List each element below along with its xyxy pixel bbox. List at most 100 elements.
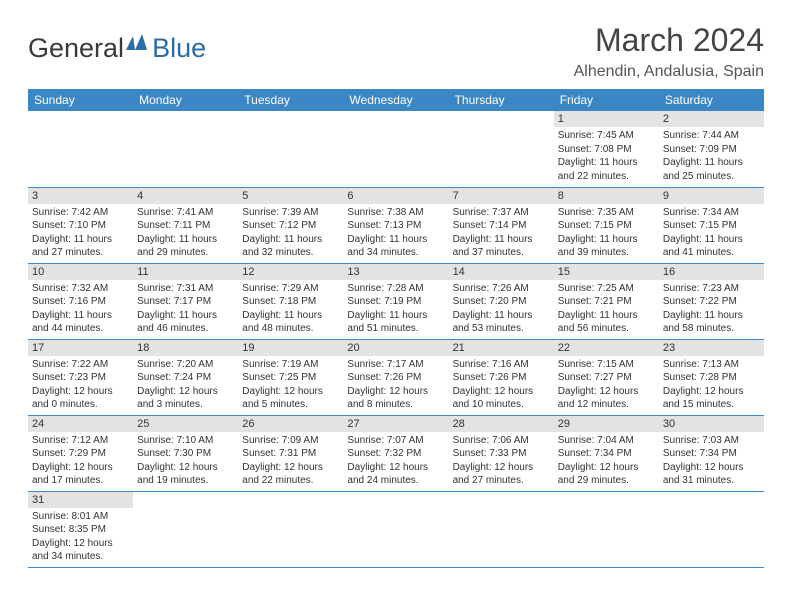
d1-line: Daylight: 11 hours bbox=[453, 309, 550, 323]
day-number: 21 bbox=[449, 340, 554, 356]
day-cell bbox=[554, 491, 659, 567]
day-details: Sunrise: 7:16 AMSunset: 7:26 PMDaylight:… bbox=[449, 356, 554, 414]
day-cell bbox=[238, 111, 343, 187]
d2-line: and 34 minutes. bbox=[32, 550, 129, 564]
day-number: 14 bbox=[449, 264, 554, 280]
day-cell: 22Sunrise: 7:15 AMSunset: 7:27 PMDayligh… bbox=[554, 339, 659, 415]
d2-line: and 53 minutes. bbox=[453, 322, 550, 336]
sunrise-line: Sunrise: 7:09 AM bbox=[242, 434, 339, 448]
d2-line: and 44 minutes. bbox=[32, 322, 129, 336]
sunset-line: Sunset: 7:26 PM bbox=[347, 371, 444, 385]
day-number bbox=[343, 492, 448, 508]
d2-line: and 3 minutes. bbox=[137, 398, 234, 412]
sunset-line: Sunset: 7:29 PM bbox=[32, 447, 129, 461]
d2-line: and 46 minutes. bbox=[137, 322, 234, 336]
sunrise-line: Sunrise: 7:37 AM bbox=[453, 206, 550, 220]
sunrise-line: Sunrise: 7:39 AM bbox=[242, 206, 339, 220]
day-details: Sunrise: 7:35 AMSunset: 7:15 PMDaylight:… bbox=[554, 204, 659, 262]
day-cell: 20Sunrise: 7:17 AMSunset: 7:26 PMDayligh… bbox=[343, 339, 448, 415]
sunrise-line: Sunrise: 7:41 AM bbox=[137, 206, 234, 220]
sunrise-line: Sunrise: 7:03 AM bbox=[663, 434, 760, 448]
d1-line: Daylight: 12 hours bbox=[453, 385, 550, 399]
d1-line: Daylight: 11 hours bbox=[347, 233, 444, 247]
d2-line: and 24 minutes. bbox=[347, 474, 444, 488]
d1-line: Daylight: 12 hours bbox=[347, 385, 444, 399]
title-block: March 2024 Alhendin, Andalusia, Spain bbox=[574, 22, 764, 81]
weekday-header: Tuesday bbox=[238, 89, 343, 111]
d1-line: Daylight: 12 hours bbox=[453, 461, 550, 475]
day-number bbox=[449, 111, 554, 127]
sunset-line: Sunset: 7:25 PM bbox=[242, 371, 339, 385]
sunset-line: Sunset: 7:21 PM bbox=[558, 295, 655, 309]
d1-line: Daylight: 12 hours bbox=[242, 461, 339, 475]
day-cell: 6Sunrise: 7:38 AMSunset: 7:13 PMDaylight… bbox=[343, 187, 448, 263]
d1-line: Daylight: 12 hours bbox=[558, 461, 655, 475]
day-number: 12 bbox=[238, 264, 343, 280]
day-number: 18 bbox=[133, 340, 238, 356]
day-details: Sunrise: 7:19 AMSunset: 7:25 PMDaylight:… bbox=[238, 356, 343, 414]
day-cell: 27Sunrise: 7:07 AMSunset: 7:32 PMDayligh… bbox=[343, 415, 448, 491]
d2-line: and 22 minutes. bbox=[558, 170, 655, 184]
day-details: Sunrise: 8:01 AMSunset: 8:35 PMDaylight:… bbox=[28, 508, 133, 566]
d1-line: Daylight: 12 hours bbox=[137, 461, 234, 475]
week-row: 3Sunrise: 7:42 AMSunset: 7:10 PMDaylight… bbox=[28, 187, 764, 263]
day-details: Sunrise: 7:26 AMSunset: 7:20 PMDaylight:… bbox=[449, 280, 554, 338]
d1-line: Daylight: 11 hours bbox=[137, 309, 234, 323]
sunset-line: Sunset: 7:08 PM bbox=[558, 143, 655, 157]
sunrise-line: Sunrise: 7:28 AM bbox=[347, 282, 444, 296]
day-cell: 25Sunrise: 7:10 AMSunset: 7:30 PMDayligh… bbox=[133, 415, 238, 491]
day-number: 17 bbox=[28, 340, 133, 356]
sunset-line: Sunset: 7:15 PM bbox=[558, 219, 655, 233]
d2-line: and 32 minutes. bbox=[242, 246, 339, 260]
day-details: Sunrise: 7:28 AMSunset: 7:19 PMDaylight:… bbox=[343, 280, 448, 338]
sunrise-line: Sunrise: 7:12 AM bbox=[32, 434, 129, 448]
d2-line: and 8 minutes. bbox=[347, 398, 444, 412]
day-number: 7 bbox=[449, 188, 554, 204]
weekday-header: Monday bbox=[133, 89, 238, 111]
sunrise-line: Sunrise: 7:26 AM bbox=[453, 282, 550, 296]
day-details: Sunrise: 7:38 AMSunset: 7:13 PMDaylight:… bbox=[343, 204, 448, 262]
day-cell bbox=[343, 111, 448, 187]
day-number: 15 bbox=[554, 264, 659, 280]
sunset-line: Sunset: 7:20 PM bbox=[453, 295, 550, 309]
d1-line: Daylight: 12 hours bbox=[32, 537, 129, 551]
day-number: 9 bbox=[659, 188, 764, 204]
d2-line: and 10 minutes. bbox=[453, 398, 550, 412]
sunrise-line: Sunrise: 7:06 AM bbox=[453, 434, 550, 448]
d2-line: and 29 minutes. bbox=[137, 246, 234, 260]
weekday-header: Thursday bbox=[449, 89, 554, 111]
day-cell bbox=[343, 491, 448, 567]
day-cell: 12Sunrise: 7:29 AMSunset: 7:18 PMDayligh… bbox=[238, 263, 343, 339]
day-number: 5 bbox=[238, 188, 343, 204]
day-details: Sunrise: 7:17 AMSunset: 7:26 PMDaylight:… bbox=[343, 356, 448, 414]
day-details: Sunrise: 7:06 AMSunset: 7:33 PMDaylight:… bbox=[449, 432, 554, 490]
d1-line: Daylight: 11 hours bbox=[453, 233, 550, 247]
d1-line: Daylight: 11 hours bbox=[558, 309, 655, 323]
day-number bbox=[554, 492, 659, 508]
sunset-line: Sunset: 7:32 PM bbox=[347, 447, 444, 461]
logo-text-general: General bbox=[28, 33, 124, 64]
day-cell: 28Sunrise: 7:06 AMSunset: 7:33 PMDayligh… bbox=[449, 415, 554, 491]
d2-line: and 56 minutes. bbox=[558, 322, 655, 336]
day-cell: 19Sunrise: 7:19 AMSunset: 7:25 PMDayligh… bbox=[238, 339, 343, 415]
day-cell: 24Sunrise: 7:12 AMSunset: 7:29 PMDayligh… bbox=[28, 415, 133, 491]
d1-line: Daylight: 11 hours bbox=[663, 156, 760, 170]
d2-line: and 39 minutes. bbox=[558, 246, 655, 260]
d1-line: Daylight: 11 hours bbox=[32, 233, 129, 247]
day-cell: 8Sunrise: 7:35 AMSunset: 7:15 PMDaylight… bbox=[554, 187, 659, 263]
d1-line: Daylight: 12 hours bbox=[242, 385, 339, 399]
day-cell: 29Sunrise: 7:04 AMSunset: 7:34 PMDayligh… bbox=[554, 415, 659, 491]
sunset-line: Sunset: 7:23 PM bbox=[32, 371, 129, 385]
day-details: Sunrise: 7:10 AMSunset: 7:30 PMDaylight:… bbox=[133, 432, 238, 490]
sunset-line: Sunset: 7:19 PM bbox=[347, 295, 444, 309]
sunrise-line: Sunrise: 7:32 AM bbox=[32, 282, 129, 296]
day-number: 27 bbox=[343, 416, 448, 432]
sunrise-line: Sunrise: 7:22 AM bbox=[32, 358, 129, 372]
day-details: Sunrise: 7:09 AMSunset: 7:31 PMDaylight:… bbox=[238, 432, 343, 490]
sunrise-line: Sunrise: 7:25 AM bbox=[558, 282, 655, 296]
header: General Blue March 2024 Alhendin, Andalu… bbox=[28, 22, 764, 81]
day-cell bbox=[28, 111, 133, 187]
day-number: 28 bbox=[449, 416, 554, 432]
sunrise-line: Sunrise: 7:04 AM bbox=[558, 434, 655, 448]
sunrise-line: Sunrise: 7:19 AM bbox=[242, 358, 339, 372]
